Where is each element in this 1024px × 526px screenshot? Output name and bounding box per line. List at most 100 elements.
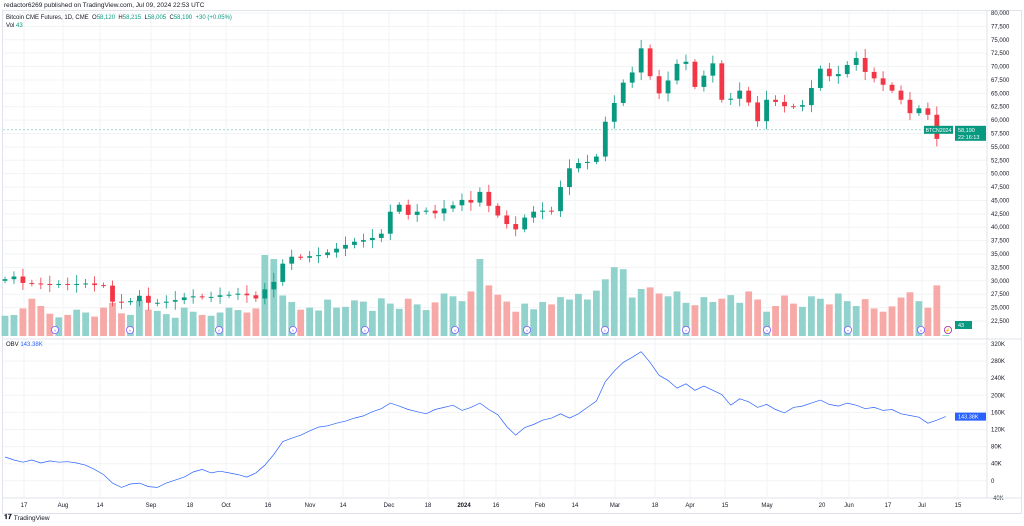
dividend-event-icon[interactable]: » bbox=[450, 325, 459, 334]
candle-body bbox=[11, 276, 17, 280]
price-tick-label: 35,000 bbox=[991, 252, 1010, 258]
lightning-event-icon[interactable]: ⚡ bbox=[944, 325, 953, 334]
volume-bar bbox=[512, 311, 520, 336]
change-value: +30 (+0.05%) bbox=[195, 15, 232, 21]
dividend-event-icon[interactable]: » bbox=[523, 325, 532, 334]
time-tick-label: May bbox=[761, 503, 772, 509]
event-glyph: » bbox=[364, 328, 367, 333]
volume-bar bbox=[601, 279, 609, 336]
volume-bar bbox=[754, 299, 762, 336]
volume-bar bbox=[306, 307, 314, 336]
dividend-event-icon[interactable]: » bbox=[51, 325, 60, 334]
candle-body bbox=[307, 256, 313, 258]
candle-body bbox=[549, 210, 554, 212]
event-glyph: » bbox=[54, 328, 57, 333]
candle-body bbox=[74, 284, 80, 286]
dividend-event-icon[interactable]: » bbox=[844, 325, 853, 334]
candle-body bbox=[844, 64, 850, 75]
volume-bar bbox=[736, 302, 744, 336]
event-glyph: » bbox=[766, 328, 769, 333]
open-value: 58,120 bbox=[96, 15, 116, 21]
volume-bar bbox=[153, 310, 161, 336]
time-tick-label: Aug bbox=[58, 503, 69, 509]
volume-bar bbox=[619, 269, 627, 336]
dividend-event-icon[interactable]: » bbox=[126, 325, 135, 334]
volume-bar bbox=[189, 311, 197, 336]
volume-bar bbox=[180, 307, 188, 336]
obv-tick-label: 160K bbox=[991, 410, 1005, 416]
dividend-event-icon[interactable]: » bbox=[763, 325, 772, 334]
volume-bar bbox=[521, 303, 529, 336]
price-tick-label: 25,000 bbox=[991, 306, 1010, 312]
tradingview-logo-icon: 𝟏𝟕 bbox=[4, 514, 12, 521]
candle-body bbox=[782, 101, 787, 107]
candle-body bbox=[629, 72, 635, 83]
volume-bar bbox=[584, 299, 591, 336]
time-tick-label: Dec bbox=[384, 503, 395, 509]
time-tick-label: 14 bbox=[340, 503, 347, 509]
candle-body bbox=[334, 248, 339, 253]
time-tick-label: 2024 bbox=[457, 503, 471, 509]
dividend-event-icon[interactable]: » bbox=[682, 325, 691, 334]
volume-bar bbox=[207, 315, 215, 336]
price-tick-label: 40,000 bbox=[991, 225, 1010, 231]
volume-bar bbox=[324, 299, 331, 336]
candle-body bbox=[253, 295, 259, 299]
volume-bar bbox=[825, 304, 833, 336]
time-tick-label: Mar bbox=[610, 503, 620, 509]
candle-body bbox=[459, 199, 465, 206]
price-tick-label: 77,500 bbox=[991, 24, 1010, 30]
dividend-event-icon[interactable]: » bbox=[288, 325, 297, 334]
candle-body bbox=[817, 68, 823, 88]
candle-body bbox=[737, 90, 743, 99]
dividend-event-icon[interactable]: » bbox=[601, 325, 610, 334]
candle-body bbox=[602, 121, 608, 157]
volume-bar bbox=[655, 293, 663, 336]
event-circle bbox=[682, 325, 691, 334]
event-glyph: » bbox=[129, 328, 132, 333]
volume-bar bbox=[808, 296, 815, 336]
dividend-event-icon[interactable]: » bbox=[214, 325, 223, 334]
candle-body bbox=[20, 276, 26, 283]
volume-bar bbox=[171, 317, 179, 336]
obv-tick-label: 40K bbox=[991, 462, 1002, 468]
dividend-event-icon[interactable]: » bbox=[917, 325, 926, 334]
volume-bar bbox=[288, 301, 296, 336]
candle-body bbox=[773, 99, 778, 102]
time-tick-label: 14 bbox=[572, 503, 579, 509]
candle-body bbox=[352, 241, 357, 245]
event-circle bbox=[288, 325, 297, 334]
candle-body bbox=[710, 63, 716, 76]
volume-bar bbox=[162, 314, 170, 336]
volume-label[interactable]: Vol bbox=[6, 23, 15, 29]
volume-bar bbox=[225, 307, 233, 336]
volume-bar bbox=[592, 290, 600, 336]
volume-bar bbox=[888, 306, 896, 336]
lightning-glyph: ⚡ bbox=[945, 327, 951, 334]
obv-label[interactable]: OBV bbox=[6, 342, 19, 348]
last-price-tag bbox=[955, 125, 986, 141]
candle-body bbox=[656, 76, 662, 94]
volume-bar bbox=[216, 312, 224, 336]
candle-body bbox=[898, 90, 904, 100]
event-circle bbox=[450, 325, 459, 334]
symbol-title[interactable]: Bitcoin CME Futures, 1D, CME bbox=[6, 15, 89, 21]
volume-value: 43 bbox=[16, 23, 23, 29]
footer: 𝟏𝟕 TradingView bbox=[4, 514, 50, 522]
volume-bar bbox=[297, 309, 305, 336]
obv-tick-label: 200K bbox=[991, 393, 1005, 399]
candle-body bbox=[576, 162, 581, 169]
candle-body bbox=[378, 233, 384, 238]
volume-bar bbox=[548, 304, 555, 336]
dividend-event-icon[interactable]: » bbox=[360, 325, 369, 334]
volume-bar bbox=[870, 308, 878, 336]
price-tick-label: 55,000 bbox=[991, 145, 1010, 151]
event-glyph: » bbox=[218, 328, 221, 333]
candle-body bbox=[163, 301, 169, 303]
candle-body bbox=[701, 75, 707, 87]
candle-body bbox=[47, 284, 53, 286]
volume-bar bbox=[664, 296, 672, 336]
volume-bar bbox=[843, 301, 851, 336]
symbol-legend: Bitcoin CME Futures, 1D, CME O58,120 H58… bbox=[6, 14, 232, 30]
